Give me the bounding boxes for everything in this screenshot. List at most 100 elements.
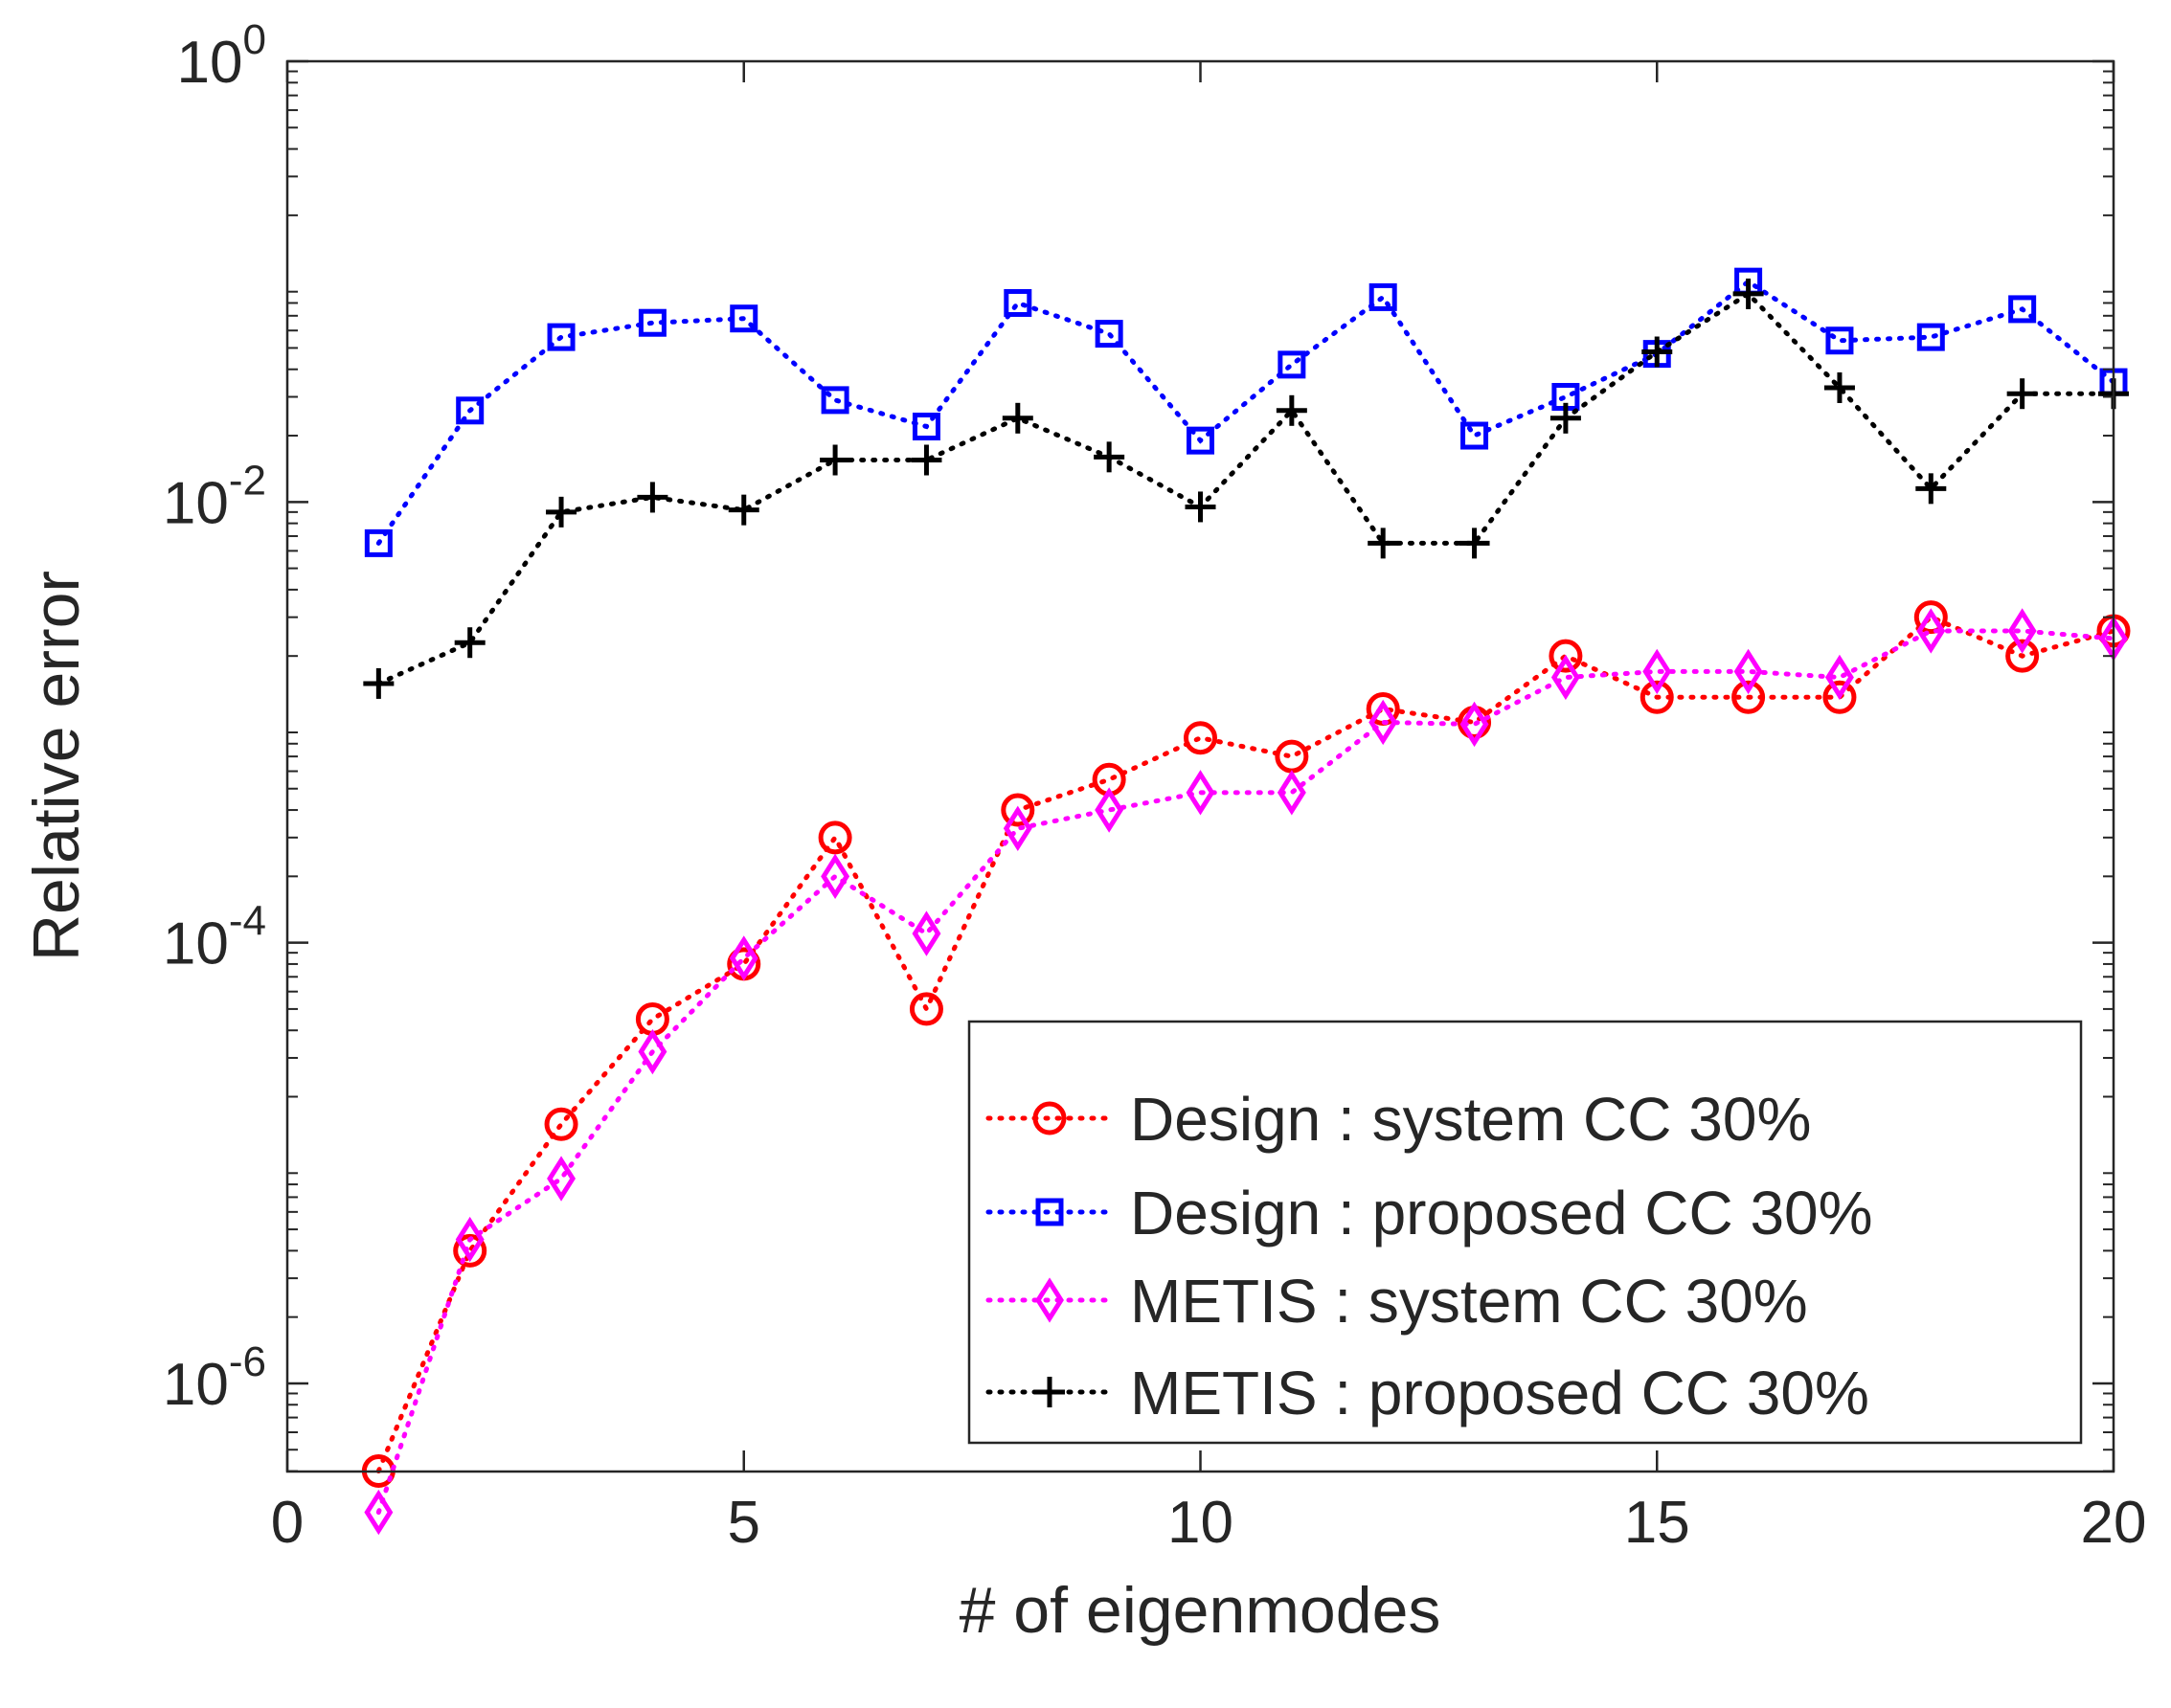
series-layer xyxy=(361,267,2131,1536)
legend-entry: METIS : system CC 30% xyxy=(985,1267,1808,1336)
data-point-diamond xyxy=(1095,787,1124,833)
legend-label: Design : proposed CC 30% xyxy=(1130,1179,1873,1247)
data-point-plus xyxy=(546,496,577,528)
y-tick-label: 10-6 xyxy=(163,1338,266,1418)
y-tick-label-exponent: -4 xyxy=(229,898,266,945)
legend-marker-circle xyxy=(1032,1101,1067,1135)
data-point-plus xyxy=(637,482,668,513)
y-tick-label: 10-4 xyxy=(163,898,266,978)
legend-label: Design : system CC 30% xyxy=(1130,1085,1811,1154)
data-point-diamond xyxy=(821,853,850,900)
data-point-plus xyxy=(1368,528,1399,559)
data-point-square xyxy=(1916,323,1945,351)
legend: Design : system CC 30% Design : proposed … xyxy=(967,1020,2083,1445)
plot-frame xyxy=(285,59,2115,1473)
y-tick-label-base: 10 xyxy=(163,470,229,536)
data-point-plus xyxy=(1732,278,1764,309)
series-circle xyxy=(361,600,2131,1489)
x-tick-label: 5 xyxy=(728,1490,760,1556)
data-point-square xyxy=(2008,295,2037,324)
data-point-square xyxy=(364,528,393,557)
data-point-plus xyxy=(1549,402,1581,434)
data-point-plus xyxy=(820,444,851,476)
legend-entry: Design : proposed CC 30% xyxy=(985,1179,1873,1247)
data-point-plus xyxy=(1185,491,1216,523)
legend-marker-plus xyxy=(1034,1377,1065,1407)
data-point-circle xyxy=(909,992,943,1026)
data-point-circle xyxy=(1184,721,1217,755)
data-point-diamond xyxy=(1642,648,1672,695)
data-point-diamond xyxy=(1368,699,1398,746)
data-point-square xyxy=(638,308,667,337)
legend-entry: METIS : proposed CC 30% xyxy=(985,1359,1869,1427)
data-point-plus xyxy=(454,627,486,659)
y-tick-label-exponent: 0 xyxy=(243,16,266,63)
data-point-diamond xyxy=(1550,654,1580,701)
data-point-square xyxy=(1460,421,1489,450)
x-tick-label: 0 xyxy=(271,1490,304,1556)
series-line xyxy=(375,614,2116,1474)
data-point-square xyxy=(1278,350,1306,379)
legend-marker-square xyxy=(1035,1198,1064,1226)
y-tick-label-exponent: -2 xyxy=(229,457,266,504)
data-point-diamond xyxy=(455,1216,485,1263)
y-tick-label-base: 10 xyxy=(163,911,229,978)
x-tick-label: 20 xyxy=(2081,1490,2147,1556)
data-point-circle xyxy=(1640,680,1674,714)
data-point-plus xyxy=(1459,528,1490,559)
data-point-square xyxy=(1187,426,1214,455)
data-point-circle xyxy=(1549,639,1583,673)
data-point-circle xyxy=(2005,639,2040,673)
data-point-square xyxy=(1095,320,1123,348)
data-point-circle xyxy=(453,1233,487,1268)
y-tick-label: 100 xyxy=(177,16,266,96)
data-point-square xyxy=(1004,288,1032,317)
data-point-diamond xyxy=(638,1028,667,1075)
data-point-plus xyxy=(1002,402,1033,434)
data-point-plus xyxy=(911,444,942,476)
y-tick-label: 10-2 xyxy=(163,457,266,536)
data-point-plus xyxy=(1641,336,1673,368)
data-point-diamond xyxy=(1459,701,1489,748)
data-point-square xyxy=(730,304,758,333)
x-tick-label: 15 xyxy=(1624,1490,1690,1556)
data-point-square xyxy=(456,396,485,425)
data-point-diamond xyxy=(1916,608,1946,654)
data-point-plus xyxy=(1094,441,1125,473)
x-tick-labels: 0 5 10 15 20 xyxy=(271,1490,2147,1556)
data-point-diamond xyxy=(1733,648,1763,695)
series-diamond xyxy=(364,608,2128,1536)
data-point-circle xyxy=(1731,680,1766,714)
series-line xyxy=(375,279,2116,546)
data-point-plus xyxy=(1823,371,1855,403)
data-point-square xyxy=(547,323,576,351)
series-line xyxy=(375,628,2116,1516)
data-point-plus xyxy=(1915,473,1947,505)
legend-label: METIS : system CC 30% xyxy=(1130,1267,1808,1336)
data-point-square xyxy=(821,386,849,415)
data-point-plus xyxy=(1276,394,1307,426)
series-plus xyxy=(363,278,2129,699)
data-point-circle xyxy=(544,1107,578,1141)
y-axis-label: Relative error xyxy=(20,571,93,961)
legend-label: METIS : proposed CC 30% xyxy=(1130,1359,1869,1427)
data-point-diamond xyxy=(1824,654,1854,701)
x-axis-label: # of eigenmodes xyxy=(960,1574,1441,1647)
data-point-circle xyxy=(1001,793,1035,827)
y-tick-label-exponent: -6 xyxy=(229,1338,266,1385)
data-point-diamond xyxy=(1186,770,1215,816)
data-point-diamond xyxy=(364,1489,394,1536)
data-point-diamond xyxy=(1003,805,1032,851)
data-point-square xyxy=(1368,282,1397,311)
data-point-circle xyxy=(1822,680,1857,714)
data-point-square xyxy=(1825,326,1854,355)
x-tick-label: 10 xyxy=(1167,1490,1233,1556)
data-point-diamond xyxy=(912,910,941,956)
y-tick-label-base: 10 xyxy=(177,30,243,96)
data-point-plus xyxy=(2006,378,2038,410)
data-point-plus xyxy=(728,494,759,526)
legend-entry: Design : system CC 30% xyxy=(985,1085,1811,1154)
data-point-diamond xyxy=(2007,608,2037,654)
